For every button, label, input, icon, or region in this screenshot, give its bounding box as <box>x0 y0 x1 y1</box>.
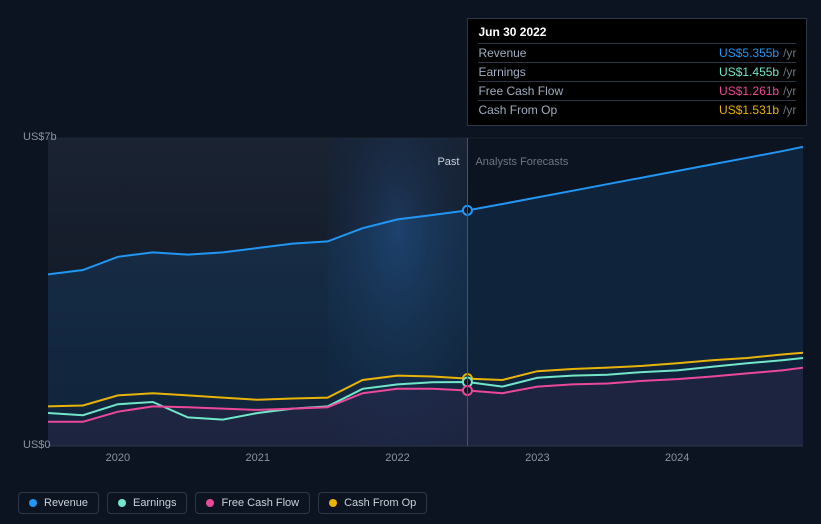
tooltip-row-unit: /yr <box>783 46 796 60</box>
legend-dot-icon <box>29 499 37 507</box>
legend-item-earnings[interactable]: Earnings <box>107 492 187 514</box>
x-axis-label: 2021 <box>245 452 269 464</box>
x-axis-label: 2022 <box>385 452 409 464</box>
tooltip-row-value: US$1.455b <box>719 65 779 79</box>
forecast-section-label: Analysts Forecasts <box>475 156 568 168</box>
y-axis-label: US$7b <box>23 131 57 143</box>
chart-tooltip: Jun 30 2022 RevenueUS$5.355b/yrEarningsU… <box>467 18 807 126</box>
legend-dot-icon <box>329 499 337 507</box>
tooltip-row-label: Earnings <box>478 65 719 79</box>
tooltip-row-label: Cash From Op <box>478 103 719 117</box>
tooltip-row-unit: /yr <box>783 84 796 98</box>
past-section-label: Past <box>437 156 459 168</box>
tooltip-row: Cash From OpUS$1.531b/yr <box>478 100 796 119</box>
tooltip-row-unit: /yr <box>783 65 796 79</box>
chart-legend: Revenue Earnings Free Cash Flow Cash From O… <box>18 492 427 514</box>
tooltip-row-label: Revenue <box>478 46 719 60</box>
tooltip-row: Free Cash FlowUS$1.261b/yr <box>478 81 796 100</box>
x-axis-label: 2023 <box>525 452 549 464</box>
tooltip-row-value: US$1.531b <box>719 103 779 117</box>
tooltip-row-label: Free Cash Flow <box>478 84 719 98</box>
y-axis-label: US$0 <box>23 439 51 451</box>
tooltip-row-value: US$5.355b <box>719 46 779 60</box>
chart-container: US$0 US$7b 2020 2021 2022 2023 2024 Past Anal… <box>18 18 803 506</box>
x-axis-label: 2020 <box>106 452 130 464</box>
x-axis-label: 2024 <box>665 452 689 464</box>
legend-item-label: Free Cash Flow <box>221 497 299 509</box>
past-forecast-divider <box>467 138 468 446</box>
tooltip-row-unit: /yr <box>783 103 796 117</box>
plot-area <box>48 138 803 446</box>
chart-svg <box>48 138 803 446</box>
tooltip-row: RevenueUS$5.355b/yr <box>478 43 796 62</box>
tooltip-row-value: US$1.261b <box>719 84 779 98</box>
legend-item-label: Cash From Op <box>344 497 416 509</box>
legend-dot-icon <box>118 499 126 507</box>
legend-item-cash_from_op[interactable]: Cash From Op <box>318 492 427 514</box>
tooltip-date: Jun 30 2022 <box>478 25 796 43</box>
legend-item-label: Revenue <box>44 497 88 509</box>
legend-dot-icon <box>206 499 214 507</box>
legend-item-revenue[interactable]: Revenue <box>18 492 99 514</box>
tooltip-row: EarningsUS$1.455b/yr <box>478 62 796 81</box>
legend-item-free_cash_flow[interactable]: Free Cash Flow <box>195 492 310 514</box>
legend-item-label: Earnings <box>133 497 176 509</box>
